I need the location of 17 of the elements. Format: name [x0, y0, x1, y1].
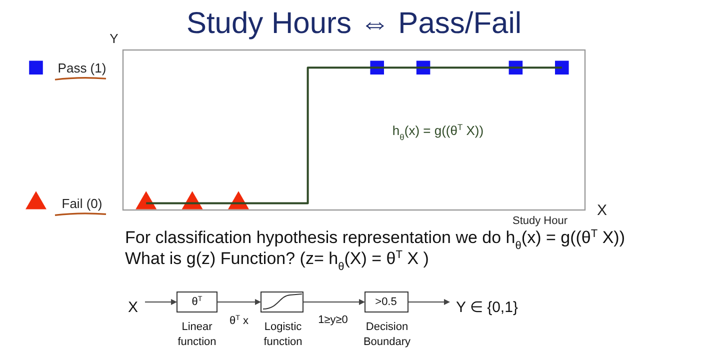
- text: θ$^{T}$: [192, 295, 203, 308]
- text: Linear function: [178, 321, 216, 348]
- text: X: [596, 202, 608, 219]
- text: What is g(z) Function? (z= h$_{θ}$(X) = θ$^{T}$ X ): [125, 249, 429, 273]
- text: >0.5: [375, 296, 397, 308]
- annotation: h$_{θ}$(x) = g((θ$^{T}$ X)): [392, 122, 484, 142]
- text: θ$^{T}$ x: [229, 314, 250, 327]
- text: X: [128, 299, 138, 316]
- text: Y ∈ {0,1}: [456, 299, 518, 316]
- y-axis-title: Y: [110, 31, 119, 46]
- x-axis-title: Study Hour: [512, 215, 568, 227]
- text: Logistic function: [264, 321, 302, 348]
- y-tick-label: Fail (0): [62, 196, 102, 212]
- text: 1≥y≥0: [318, 314, 348, 326]
- chart-title: Study Hours ⇔ Pass/Fail: [186, 7, 522, 40]
- y-tick-label: Pass (1): [58, 60, 106, 76]
- text: Decision Boundary: [363, 321, 412, 348]
